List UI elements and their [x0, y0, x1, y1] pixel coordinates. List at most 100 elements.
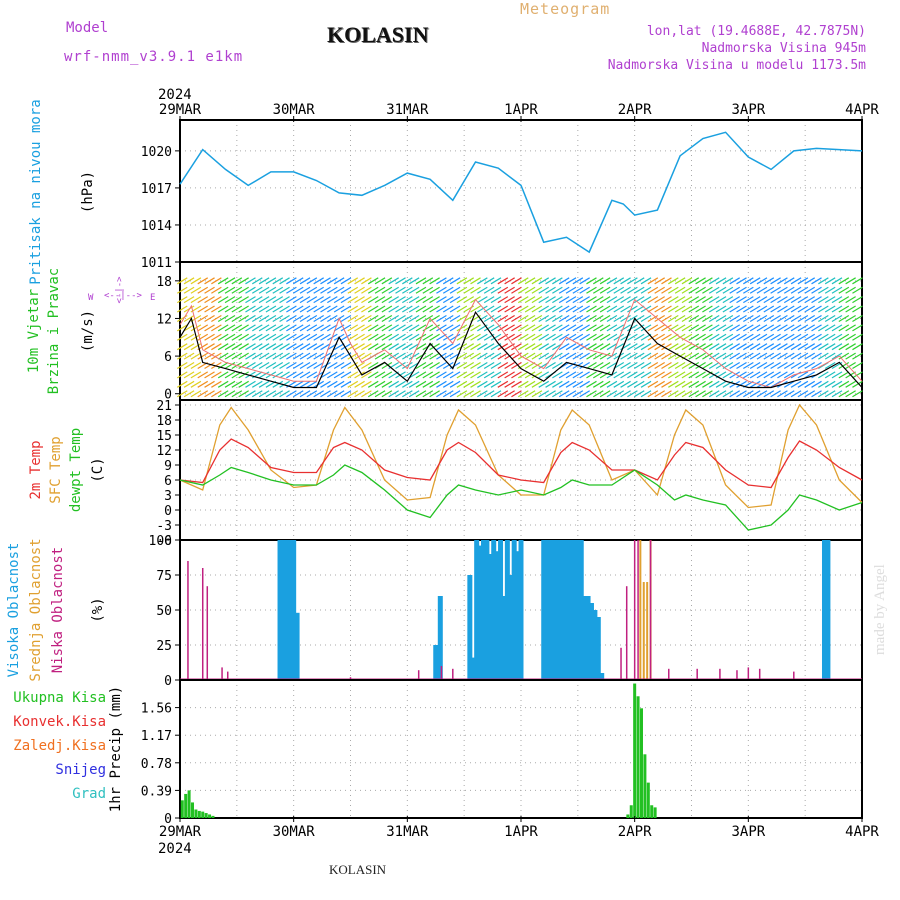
- wind-arrow: [477, 343, 488, 351]
- wind-arrow: [674, 380, 686, 388]
- wind-arrow: [517, 305, 529, 313]
- wind-arrow: [743, 333, 754, 341]
- cloud-bar: [668, 668, 670, 680]
- wind-arrow: [442, 390, 454, 398]
- wind-arrow: [402, 361, 413, 370]
- wind-arrow: [517, 380, 529, 388]
- wind-arrow: [374, 333, 386, 341]
- wind-arrow: [340, 343, 352, 351]
- wind-arrow: [538, 380, 550, 388]
- wind-arrow: [327, 380, 338, 388]
- wind-arrow: [456, 286, 468, 294]
- wind-arrow: [845, 286, 856, 294]
- wind-arrow: [258, 333, 270, 341]
- wind-arrow: [436, 390, 447, 398]
- wind-arrow: [838, 361, 850, 370]
- cloud-bar: [467, 575, 473, 680]
- wind-arrow: [777, 352, 788, 360]
- wind-arrow: [470, 343, 481, 351]
- wind-arrow: [197, 296, 209, 304]
- wind-arrow: [279, 324, 290, 332]
- wind-arrow: [292, 333, 304, 341]
- wind-arrow: [531, 286, 543, 294]
- wind-arrow: [272, 333, 284, 341]
- wind-arrow: [470, 390, 481, 398]
- wind-arrow: [647, 314, 659, 322]
- wind-arrow: [818, 305, 829, 313]
- wind-arrow: [327, 314, 338, 322]
- wind-arrow: [197, 324, 209, 332]
- wind-arrow: [845, 305, 856, 313]
- wind-arrow: [756, 390, 768, 398]
- wind-arrow: [320, 371, 331, 379]
- wind-arrow: [770, 343, 781, 351]
- wind-arrow: [292, 352, 304, 360]
- wind-arrow: [811, 286, 822, 294]
- wind-arrow: [763, 352, 775, 360]
- wind-arrow: [565, 333, 577, 341]
- wind-arrow: [190, 361, 202, 370]
- wind-arrow: [381, 343, 393, 351]
- wind-arrow: [238, 352, 249, 360]
- wind-arrow: [531, 296, 543, 304]
- wind-arrow: [620, 314, 631, 322]
- wind-arrow: [592, 380, 604, 388]
- wind-arrow: [340, 333, 352, 341]
- wind-arrow: [211, 277, 222, 285]
- wind-arrow: [749, 333, 761, 341]
- wind-arrow: [183, 333, 195, 341]
- wind-arrow: [627, 324, 638, 332]
- wind-arrow: [647, 333, 659, 341]
- wind-arrow: [511, 314, 522, 322]
- wind-arrow: [347, 371, 359, 379]
- wind-arrow: [599, 286, 611, 294]
- wind-arrow: [217, 371, 229, 379]
- wind-arrow: [286, 296, 297, 304]
- wind-arrow: [804, 277, 816, 285]
- wind-arrow: [511, 305, 522, 313]
- wind-arrow: [620, 277, 631, 285]
- wind-arrow: [245, 343, 256, 351]
- wind-arrow: [770, 277, 781, 285]
- wind-arrow: [783, 305, 795, 313]
- wind-arrow: [333, 296, 345, 304]
- wind-arrow: [565, 286, 577, 294]
- wind-arrow: [449, 314, 461, 322]
- wind-arrow: [852, 305, 863, 313]
- wind-arrow: [538, 324, 550, 332]
- y-tick-label: 6: [164, 350, 172, 365]
- wind-arrow: [272, 371, 284, 379]
- y-tick-label: 1017: [141, 182, 172, 197]
- wind-arrow: [722, 333, 734, 341]
- wind-arrow: [374, 343, 386, 351]
- wind-arrow: [245, 324, 256, 332]
- wind-arrow: [756, 333, 768, 341]
- wind-arrow: [661, 352, 672, 360]
- wind-arrow: [674, 371, 686, 379]
- wind-arrow: [292, 277, 304, 285]
- wind-arrow: [770, 352, 781, 360]
- wind-arrow: [299, 305, 311, 313]
- wind-arrow: [313, 277, 324, 285]
- wind-arrow: [456, 352, 468, 360]
- wind-arrow: [217, 380, 229, 388]
- wind-arrow: [224, 286, 236, 294]
- wind-arrow: [531, 324, 543, 332]
- wind-arrow: [599, 305, 611, 313]
- wind-arrow: [852, 361, 863, 370]
- wind-arrow: [647, 305, 659, 313]
- wind-arrow: [708, 277, 720, 285]
- cloud-bar: [417, 670, 420, 680]
- wind-arrow: [449, 286, 461, 294]
- wind-arrow: [524, 390, 536, 398]
- wind-arrow: [524, 277, 536, 285]
- wind-arrow: [674, 390, 686, 398]
- cloud-bar: [511, 540, 517, 680]
- wind-arrow: [463, 314, 475, 322]
- wind-arrow: [647, 371, 659, 379]
- wind-arrow: [790, 361, 802, 370]
- wind-arrow: [531, 380, 543, 388]
- wind-arrow: [327, 324, 338, 332]
- wind-arrow: [449, 371, 461, 379]
- wind-arrow: [374, 277, 386, 285]
